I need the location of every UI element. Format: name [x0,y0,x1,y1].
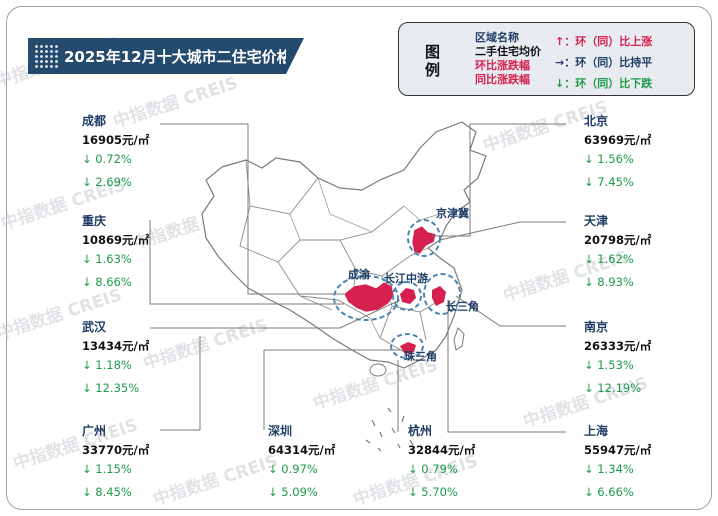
city-card-shanghai: 上海 55947元/㎡ ↓ 1.34% ↓ 6.66% [584,422,651,502]
city-mom-change: ↓ 1.62% [584,252,634,266]
dots-decoration [34,44,60,68]
city-mom-change: ↓ 1.63% [82,252,132,266]
city-yoy-change: ↓ 5.70% [408,485,458,499]
chengyu-ring [333,275,399,321]
region-label-changsanjiao: 长三角 [446,300,479,313]
china-outline [201,121,487,369]
city-price: 64314元/㎡ [268,443,336,457]
legend-avg-price: 二手住宅均价 [475,45,541,58]
city-yoy-change: ↓ 5.09% [268,485,318,499]
title-banner-tail [286,38,304,74]
leader-chongqing [149,220,344,305]
jingjinji-fill [411,225,437,255]
title-banner: 2025年12月十大城市二住宅价格地图 [28,38,322,74]
city-mom-change: ↓ 0.79% [408,462,458,476]
city-yoy-change: ↓ 2.69% [82,175,132,189]
city-yoy-change: ↓ 6.66% [584,485,634,499]
leader-beijing [432,123,566,237]
city-name: 成都 [82,114,107,128]
city-price: 32844元/㎡ [408,443,476,457]
legend-yoy: 同比涨跌幅 [475,73,530,86]
leader-shanghai [447,300,566,433]
leader-nanjing [455,295,566,327]
city-yoy-change: ↓ 12.35% [82,381,140,395]
city-yoy-change: ↓ 7.45% [584,175,634,189]
leader-wuhan [150,299,401,329]
city-card-wuhan: 武汉 13434元/㎡ ↓ 1.18% ↓ 12.35% [82,318,149,398]
city-name: 北京 [584,114,609,128]
city-mom-change: ↓ 0.97% [268,462,318,476]
city-price: 10869元/㎡ [82,233,150,247]
city-mom-change: ↓ 1.15% [82,462,132,476]
city-price: 20798元/㎡ [584,233,652,247]
hainan-island [369,363,387,377]
legend-region-name: 区域名称 [475,31,519,44]
city-yoy-change: ↓ 8.93% [584,275,634,289]
city-yoy-change: ↓ 8.66% [82,275,132,289]
zhusanjiao-fill [400,342,416,354]
legend-heading: 图例 [425,43,441,79]
city-name: 武汉 [82,320,107,334]
leader-guangzhou [160,336,201,431]
city-mom-change: ↓ 0.72% [82,152,132,166]
city-mom-change: ↓ 1.53% [584,358,634,372]
page-title: 2025年12月十大城市二住宅价格地图 [64,48,322,66]
changsanjiao-fill [432,286,446,306]
changjiang-ring [392,281,422,311]
city-price: 16905元/㎡ [82,133,150,147]
region-label-jingjinji: 京津冀 [436,207,469,220]
city-name: 重庆 [82,214,107,228]
city-name: 上海 [584,424,609,438]
leader-tianjin [439,221,566,241]
city-card-chengdu: 成都 16905元/㎡ ↓ 0.72% ↓ 2.69% [82,112,149,192]
city-name: 杭州 [408,424,433,438]
changsanjiao-ring [423,273,461,315]
legend-flat: →：环（同）比持平 [555,56,653,69]
city-card-shenzhen: 深圳 64314元/㎡ ↓ 0.97% ↓ 5.09% [268,422,335,502]
city-yoy-change: ↓ 8.45% [82,485,132,499]
city-price: 63969元/㎡ [584,133,652,147]
south-sea-islands [365,407,419,452]
legend-down: ↓：环（同）比下跌 [555,77,653,90]
region-label-zhusanjiao: 珠三角 [404,350,437,363]
zhusanjiao-ring [390,333,424,359]
city-price: 26333元/㎡ [584,339,652,353]
city-name: 广州 [82,424,107,438]
city-card-nanjing: 南京 26333元/㎡ ↓ 1.53% ↓ 12.19% [584,318,651,398]
region-label-changjiang: 长江中游 [384,272,428,285]
legend-box: 图例 区域名称 二手住宅均价 环比涨跌幅 同比涨跌幅 ↑：环（同）比上涨 →：环… [398,22,695,96]
city-price: 13434元/㎡ [82,339,150,353]
city-card-tianjin: 天津 20798元/㎡ ↓ 1.62% ↓ 8.93% [584,212,651,292]
city-card-chongqing: 重庆 10869元/㎡ ↓ 1.63% ↓ 8.66% [82,212,149,292]
city-card-guangzhou: 广州 33770元/㎡ ↓ 1.15% ↓ 8.45% [82,422,149,502]
city-name: 南京 [584,320,609,334]
legend-up: ↑：环（同）比上涨 [555,35,653,48]
changjiang-fill [400,288,416,304]
taiwan-island [453,327,465,351]
city-mom-change: ↓ 1.18% [82,358,132,372]
legend-mom: 环比涨跌幅 [475,59,530,72]
city-card-hangzhou: 杭州 32844元/㎡ ↓ 0.79% ↓ 5.70% [408,422,475,502]
leader-chengdu [160,123,344,295]
city-price: 55947元/㎡ [584,443,652,457]
jingjinji-ring [407,219,441,257]
city-mom-change: ↓ 1.34% [584,462,634,476]
leader-lines [149,123,566,433]
city-name: 深圳 [268,424,293,438]
region-label-chengyu: 成渝 [348,268,370,281]
city-yoy-change: ↓ 12.19% [584,381,642,395]
city-mom-change: ↓ 1.56% [584,152,634,166]
city-name: 天津 [584,214,609,228]
city-card-beijing: 北京 63969元/㎡ ↓ 1.56% ↓ 7.45% [584,112,651,192]
city-price: 33770元/㎡ [82,443,150,457]
